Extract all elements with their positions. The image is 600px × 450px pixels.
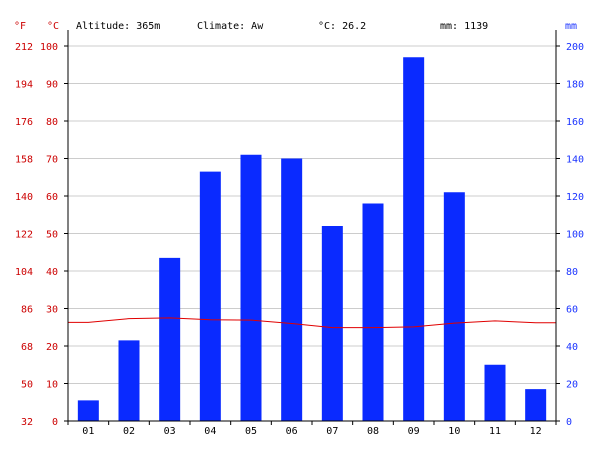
precipitation-bar-04 — [199, 171, 221, 421]
precipitation-bar-01 — [77, 400, 99, 421]
month-tick-label-12: 12 — [530, 426, 542, 437]
celsius-tick-label: 60 — [46, 192, 58, 203]
celsius-tick-label: 80 — [46, 117, 58, 128]
precipitation-bar-05 — [240, 154, 262, 421]
fahrenheit-tick-label: 122 — [15, 230, 33, 241]
temperature-line-layer — [68, 317, 556, 329]
month-tick-label-11: 11 — [489, 426, 501, 437]
temperature-line — [68, 317, 556, 329]
mm-tick-label: 140 — [566, 155, 584, 166]
precipitation-bar-08 — [362, 203, 384, 421]
month-tick-label-07: 07 — [326, 426, 338, 437]
precipitation-bar-03 — [159, 257, 181, 421]
mm-tick-label: 0 — [566, 417, 572, 428]
fahrenheit-tick-label: 32 — [21, 417, 33, 428]
celsius-tick-label: 100 — [40, 42, 58, 53]
mm-tick-label: 120 — [566, 192, 584, 203]
mm-tick-label: 40 — [566, 342, 578, 353]
celsius-tick-label: 40 — [46, 267, 58, 278]
celsius-tick-label: 90 — [46, 80, 58, 91]
fahrenheit-tick-label: 68 — [21, 342, 33, 353]
altitude-label: Altitude: 365m — [76, 21, 160, 32]
month-tick-label-03: 03 — [164, 426, 176, 437]
mm-tick-label: 60 — [566, 305, 578, 316]
month-tick-label-04: 04 — [204, 426, 216, 437]
precipitation-bar-12 — [525, 389, 547, 421]
mean-temp-label: °C: 26.2 — [318, 21, 366, 32]
axis-units: °F °C mm — [14, 21, 577, 32]
fahrenheit-tick-label: 212 — [15, 42, 33, 53]
fahrenheit-tick-label: 86 — [21, 305, 33, 316]
precipitation-bar-06 — [281, 158, 303, 421]
mm-tick-label: 100 — [566, 230, 584, 241]
celsius-tick-label: 70 — [46, 155, 58, 166]
celsius-tick-label: 0 — [52, 417, 58, 428]
mm-unit-label: mm — [565, 21, 577, 32]
celsius-tick-label: 10 — [46, 380, 58, 391]
fahrenheit-unit-label: °F — [14, 21, 26, 32]
mm-tick-label: 160 — [566, 117, 584, 128]
annual-precip-label: mm: 1139 — [440, 21, 488, 32]
celsius-tick-label: 30 — [46, 305, 58, 316]
month-tick-label-01: 01 — [82, 426, 94, 437]
climate-label: Climate: Aw — [197, 21, 264, 32]
celsius-unit-label: °C — [47, 21, 59, 32]
fahrenheit-tick-label: 104 — [15, 267, 33, 278]
mm-tick-label: 200 — [566, 42, 584, 53]
precipitation-bar-11 — [484, 364, 506, 421]
mm-tick-label: 180 — [566, 80, 584, 91]
month-tick-label-02: 02 — [123, 426, 135, 437]
fahrenheit-tick-label: 176 — [15, 117, 33, 128]
precipitation-bar-10 — [443, 192, 465, 421]
precipitation-bar-07 — [321, 226, 343, 421]
header: Altitude: 365m Climate: Aw °C: 26.2 mm: … — [76, 21, 488, 32]
fahrenheit-tick-label: 158 — [15, 155, 33, 166]
mm-tick-label: 80 — [566, 267, 578, 278]
celsius-tick-label: 20 — [46, 342, 58, 353]
month-tick-label-06: 06 — [286, 426, 298, 437]
precipitation-bar-09 — [403, 57, 425, 421]
precipitation-bar-02 — [118, 340, 140, 421]
fahrenheit-tick-label: 50 — [21, 380, 33, 391]
month-tick-label-10: 10 — [448, 426, 460, 437]
gridlines — [68, 45, 556, 384]
precipitation-bars — [77, 57, 547, 421]
mm-tick-label: 20 — [566, 380, 578, 391]
axes — [64, 30, 560, 425]
fahrenheit-tick-label: 194 — [15, 80, 33, 91]
month-tick-label-09: 09 — [408, 426, 420, 437]
month-tick-label-08: 08 — [367, 426, 379, 437]
month-tick-label-05: 05 — [245, 426, 257, 437]
fahrenheit-tick-label: 140 — [15, 192, 33, 203]
celsius-tick-label: 50 — [46, 230, 58, 241]
